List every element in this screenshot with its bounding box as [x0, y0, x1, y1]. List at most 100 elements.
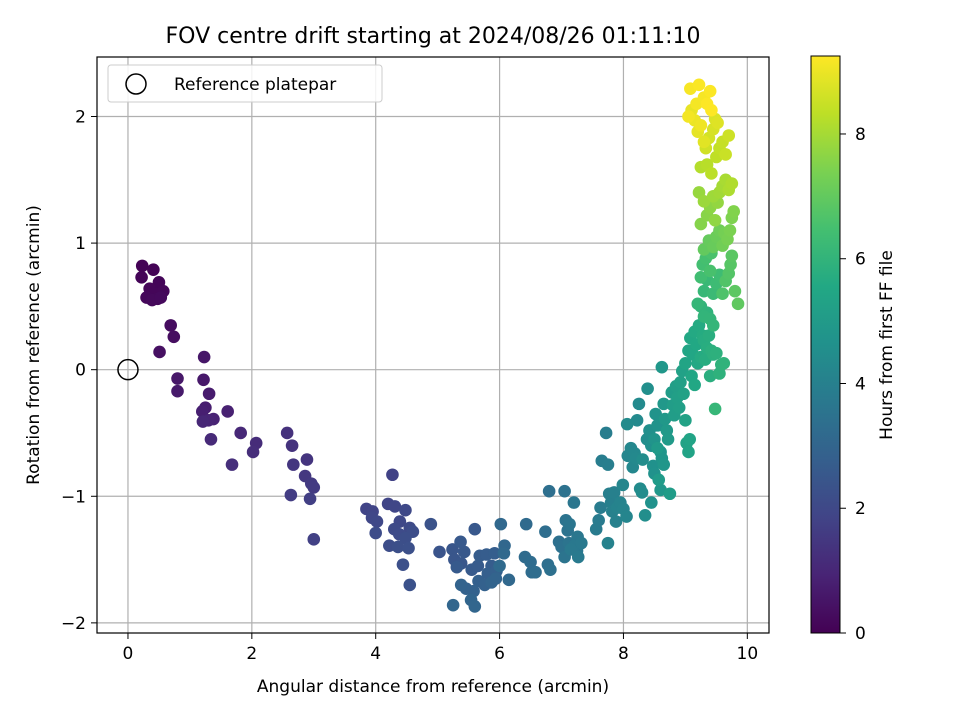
data-point	[694, 270, 708, 284]
data-point	[657, 458, 671, 471]
data-point	[655, 360, 669, 374]
data-point	[717, 357, 731, 370]
data-point	[677, 387, 690, 401]
data-point	[663, 487, 677, 501]
data-point	[607, 486, 621, 499]
data-point	[468, 522, 482, 536]
data-point	[594, 501, 607, 514]
data-point	[399, 531, 412, 545]
data-point	[705, 103, 718, 117]
data-point	[728, 284, 742, 298]
data-point	[370, 515, 384, 528]
data-point	[632, 397, 646, 411]
data-point	[708, 214, 722, 227]
data-point	[488, 546, 501, 560]
data-point	[609, 515, 623, 528]
data-point	[489, 572, 503, 585]
data-point	[399, 503, 412, 517]
data-point	[716, 287, 729, 301]
data-point	[702, 329, 716, 342]
data-point	[197, 350, 211, 364]
data-point	[575, 536, 588, 550]
data-point	[679, 357, 692, 370]
data-point	[468, 600, 482, 613]
data-point	[287, 458, 300, 471]
data-point	[601, 458, 615, 471]
colorbar-label: Hours from first FF file	[877, 250, 897, 440]
data-point	[706, 287, 720, 301]
data-point	[396, 558, 410, 571]
data-point	[682, 445, 695, 459]
legend-box	[107, 64, 383, 103]
data-point	[519, 517, 533, 531]
data-point	[502, 573, 516, 587]
data-points	[135, 78, 745, 613]
data-point	[649, 407, 662, 421]
data-point	[204, 433, 218, 446]
data-point	[280, 426, 294, 440]
data-point	[651, 441, 664, 455]
data-point	[563, 517, 576, 531]
data-point	[225, 458, 239, 471]
data-point	[285, 439, 299, 452]
data-point	[147, 263, 160, 276]
data-point	[636, 453, 649, 466]
data-point	[601, 536, 615, 550]
data-point	[661, 433, 675, 446]
data-point	[620, 510, 633, 523]
data-point	[135, 270, 148, 284]
data-point	[731, 297, 745, 311]
data-point	[544, 563, 557, 577]
x-axis-ticks: 0 2 4 6 8 10	[123, 633, 759, 664]
data-point	[567, 496, 581, 509]
data-point	[221, 405, 234, 418]
data-point	[674, 376, 687, 389]
data-point	[691, 297, 705, 311]
y-tick-label: −2	[61, 614, 86, 634]
data-point	[524, 555, 537, 569]
data-point	[202, 387, 216, 401]
data-point	[171, 384, 184, 398]
data-point	[497, 546, 511, 560]
data-point	[688, 378, 701, 392]
data-point	[635, 486, 649, 499]
grid-lines	[97, 57, 769, 633]
data-point	[454, 578, 468, 592]
data-point	[706, 240, 720, 254]
x-tick-label: 2	[246, 644, 257, 664]
x-tick-label: 10	[737, 644, 759, 664]
reference-point	[117, 358, 139, 381]
data-point	[558, 484, 571, 498]
data-point	[683, 433, 697, 446]
data-point	[196, 415, 210, 428]
data-point	[454, 535, 467, 549]
data-point	[424, 517, 438, 531]
data-point	[246, 445, 260, 459]
data-point	[450, 560, 464, 574]
data-point	[539, 525, 552, 539]
data-point	[234, 426, 247, 440]
data-point	[403, 578, 417, 592]
data-point	[529, 565, 542, 579]
colorbar-tick-label: 2	[855, 499, 866, 519]
legend-marker-reference	[125, 73, 147, 95]
data-point	[391, 540, 405, 554]
data-point	[471, 559, 485, 573]
y-tick-label: −1	[61, 487, 86, 507]
colorbar-tick-label: 6	[855, 250, 866, 270]
data-point	[386, 468, 399, 482]
data-point	[679, 414, 692, 427]
data-point	[154, 291, 168, 304]
data-point	[652, 473, 666, 487]
data-point	[164, 319, 178, 332]
data-point	[388, 500, 402, 513]
y-tick-label: 1	[75, 234, 86, 254]
data-point	[697, 195, 711, 208]
data-point	[723, 224, 737, 237]
colorbar-gradient	[810, 55, 841, 634]
data-point	[542, 484, 556, 498]
data-point	[494, 517, 508, 531]
data-point	[630, 414, 644, 427]
data-point	[153, 345, 166, 359]
legend: Reference platepar	[107, 64, 383, 103]
